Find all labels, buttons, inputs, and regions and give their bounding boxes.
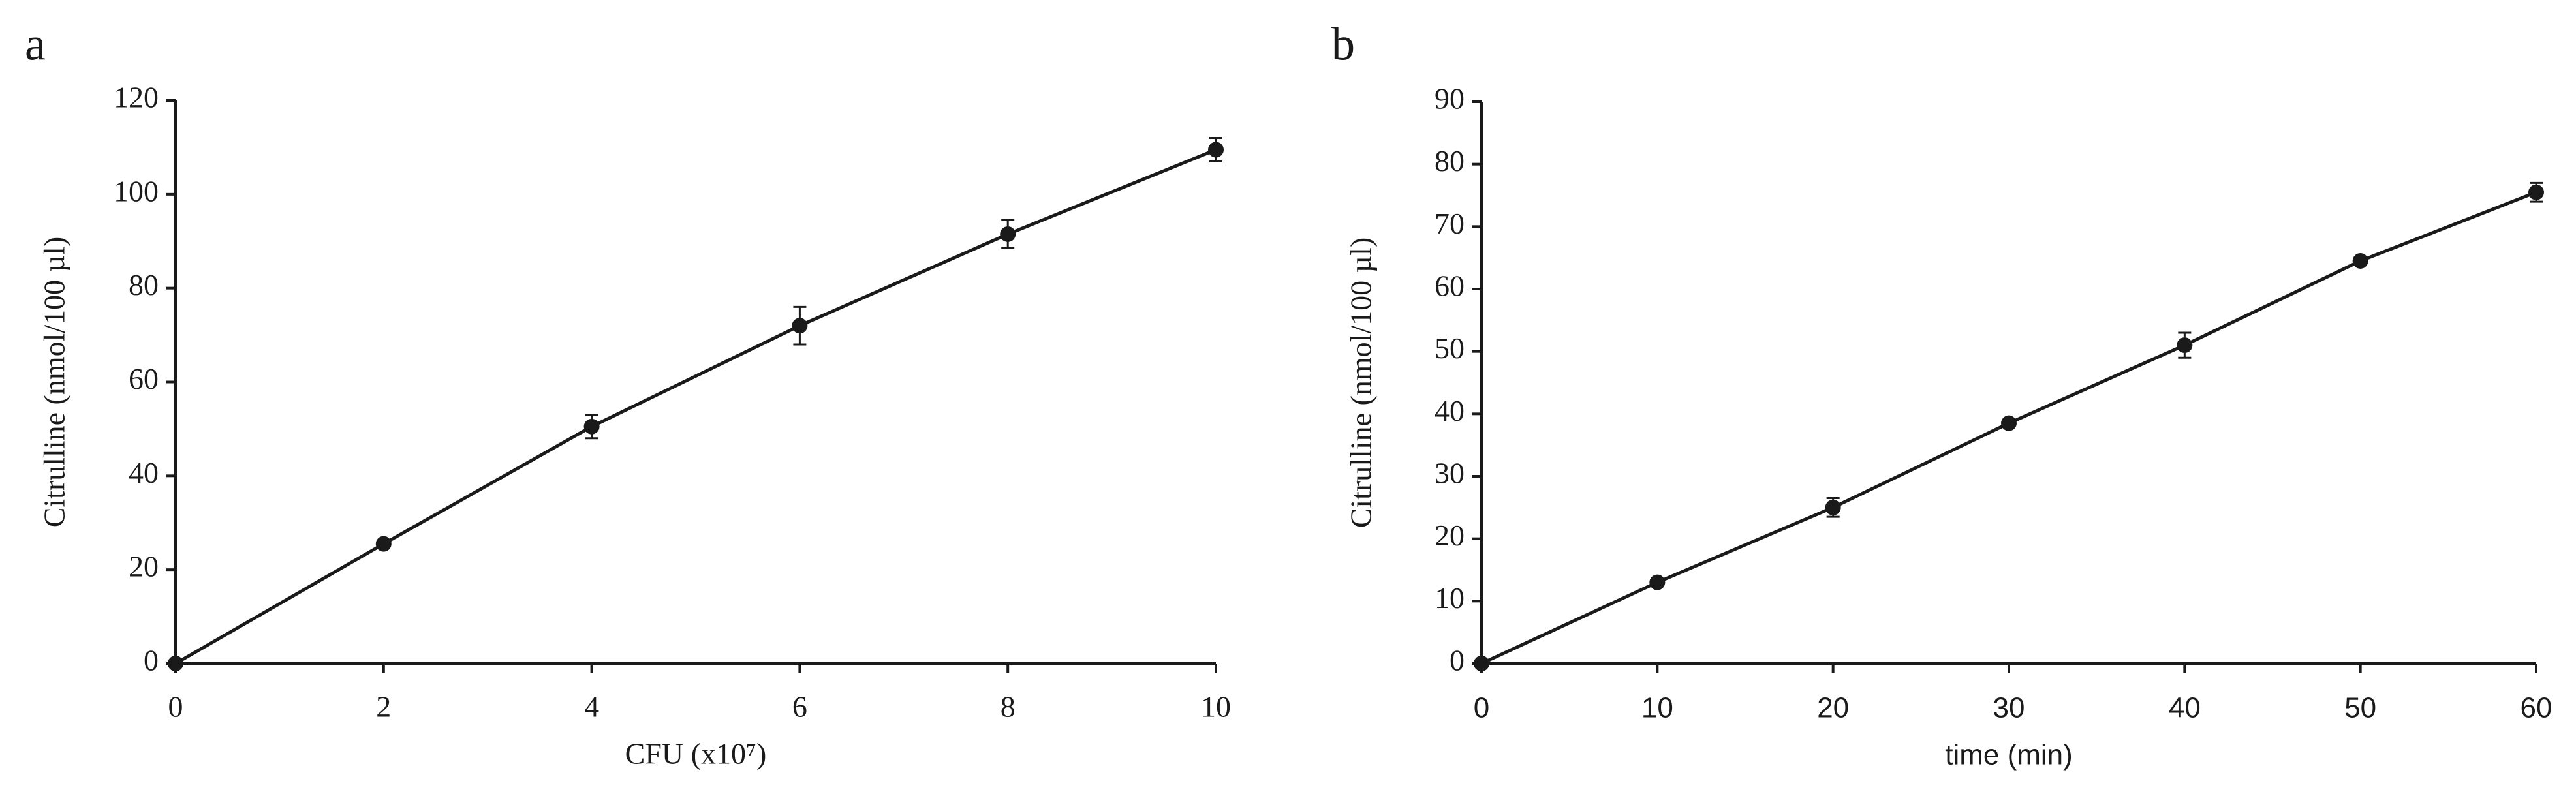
data-point [792,318,808,334]
x-tick-label: 8 [1001,690,1016,724]
data-point [1000,226,1016,242]
y-tick-label: 50 [1435,331,1465,365]
x-tick-label: 4 [584,690,599,724]
y-tick-label: 40 [129,456,159,489]
data-point [2528,184,2544,200]
data-line [174,148,1217,665]
data-point [2352,252,2368,269]
x-tick-label: 6 [792,690,807,724]
y-tick-label: 60 [1435,269,1465,303]
data-point [375,536,392,552]
y-tick-label: 80 [1435,144,1465,177]
x-axis-label: CFU (x10⁷) [625,737,767,771]
y-tick-label: 60 [129,362,159,395]
panel-label: a [25,18,46,70]
y-tick-label: 120 [114,81,159,114]
x-axis-label: time (min) [1945,739,2073,771]
y-tick-label: 0 [1450,644,1465,677]
y-tick-label: 40 [1435,394,1465,427]
x-tick-label: 20 [1817,692,1849,724]
x-tick-label: 2 [376,690,391,724]
data-point [1474,656,1489,671]
data-point [2177,337,2193,354]
x-tick-label: 60 [2521,692,2553,724]
y-tick-label: 10 [1435,581,1465,615]
data-point [2001,415,2017,431]
y-axis-label: Citrulline (nmol/100 µl) [38,237,71,528]
y-axis-label: Citrulline (nmol/100 µl) [1344,237,1378,528]
x-tick-label: 40 [2169,692,2201,724]
data-point [1208,142,1224,158]
x-tick-label: 10 [1641,692,1673,724]
y-tick-label: 90 [1435,82,1465,115]
data-point [583,418,600,435]
y-tick-label: 80 [129,268,159,301]
y-tick-label: 100 [114,174,159,207]
x-tick-label: 0 [168,690,183,724]
x-tick-label: 50 [2344,692,2376,724]
x-tick-label: 10 [1201,690,1231,724]
y-tick-label: 0 [144,644,159,677]
y-tick-label: 30 [1435,457,1465,490]
panel-label: b [1331,18,1355,70]
data-point [168,656,183,671]
x-tick-label: 30 [1993,692,2025,724]
y-tick-label: 20 [1435,519,1465,552]
data-point [1649,574,1666,590]
y-tick-label: 70 [1435,207,1465,240]
data-point [1825,499,1841,515]
y-tick-label: 20 [129,550,159,583]
x-tick-label: 0 [1474,692,1489,724]
